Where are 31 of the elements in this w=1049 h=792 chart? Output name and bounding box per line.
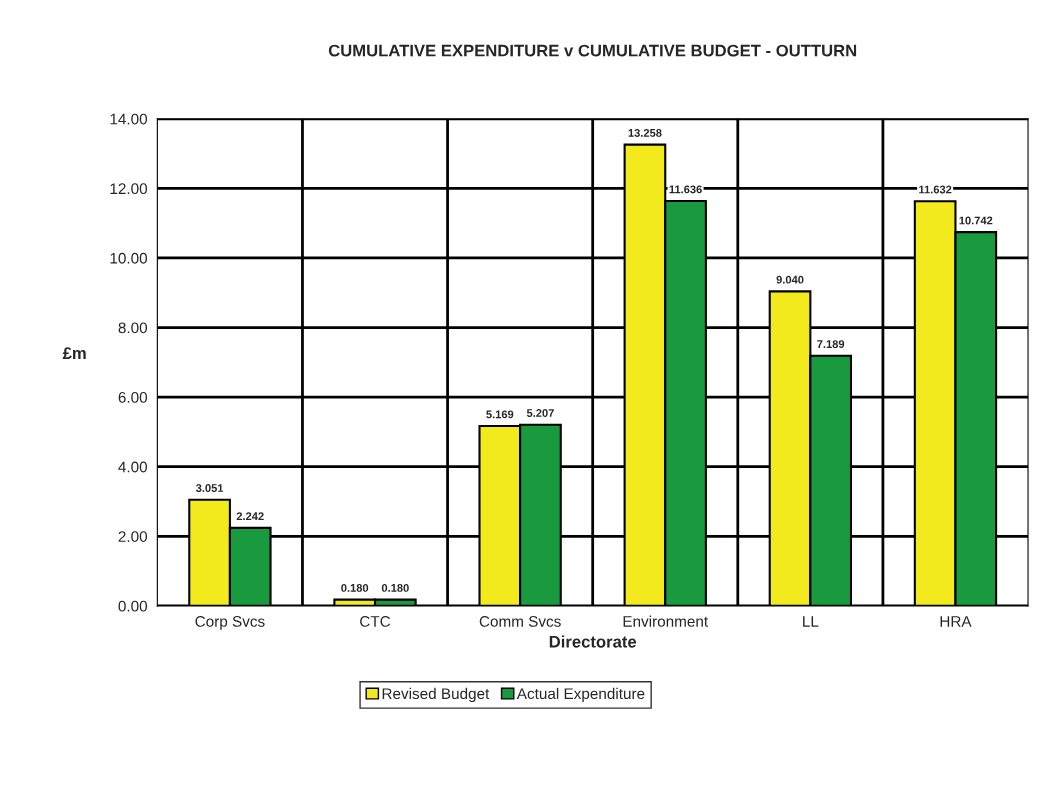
x-tick-label: LL bbox=[803, 616, 819, 627]
data-label: 9.040 bbox=[776, 275, 804, 284]
chart-title: CUMULATIVE EXPENDITURE v CUMULATIVE BUDGET - OUTTURN bbox=[328, 44, 857, 57]
y-tick-label: 12.00 bbox=[110, 183, 148, 195]
x-tick-label: Environment bbox=[623, 615, 709, 627]
legend-label: Actual Expenditure bbox=[516, 687, 645, 703]
y-tick-label: 6.00 bbox=[118, 392, 148, 403]
y-axis-title: £m bbox=[62, 347, 86, 359]
x-tick-label: CTC bbox=[360, 616, 391, 627]
y-tick-label: 2.00 bbox=[118, 531, 148, 542]
data-label: 7.189 bbox=[817, 340, 845, 349]
y-tick-label: 8.00 bbox=[118, 322, 148, 334]
data-label: 5.169 bbox=[486, 410, 514, 419]
data-label: 10.742 bbox=[959, 216, 993, 225]
data-label: 11.636 bbox=[669, 185, 702, 194]
data-label: 0.180 bbox=[341, 584, 369, 592]
x-tick-label: Corp Svcs bbox=[195, 616, 265, 630]
data-label: 13.258 bbox=[628, 129, 662, 137]
data-label: 5.207 bbox=[526, 409, 554, 417]
y-tick-label: 14.00 bbox=[110, 113, 148, 125]
x-tick-label: Comm Svcs bbox=[479, 616, 561, 627]
legend-label: Revised Budget bbox=[382, 687, 490, 703]
y-tick-label: 10.00 bbox=[110, 252, 148, 264]
x-tick-label: HRA bbox=[940, 616, 972, 627]
data-label: 2.242 bbox=[236, 512, 264, 521]
y-tick-label: 4.00 bbox=[118, 461, 148, 473]
x-axis-title: Directorate bbox=[549, 635, 637, 648]
data-label: 11.632 bbox=[919, 185, 952, 194]
y-tick-label: 0.00 bbox=[118, 600, 148, 612]
data-label: 3.051 bbox=[195, 484, 224, 492]
data-label: 0.180 bbox=[381, 584, 409, 592]
